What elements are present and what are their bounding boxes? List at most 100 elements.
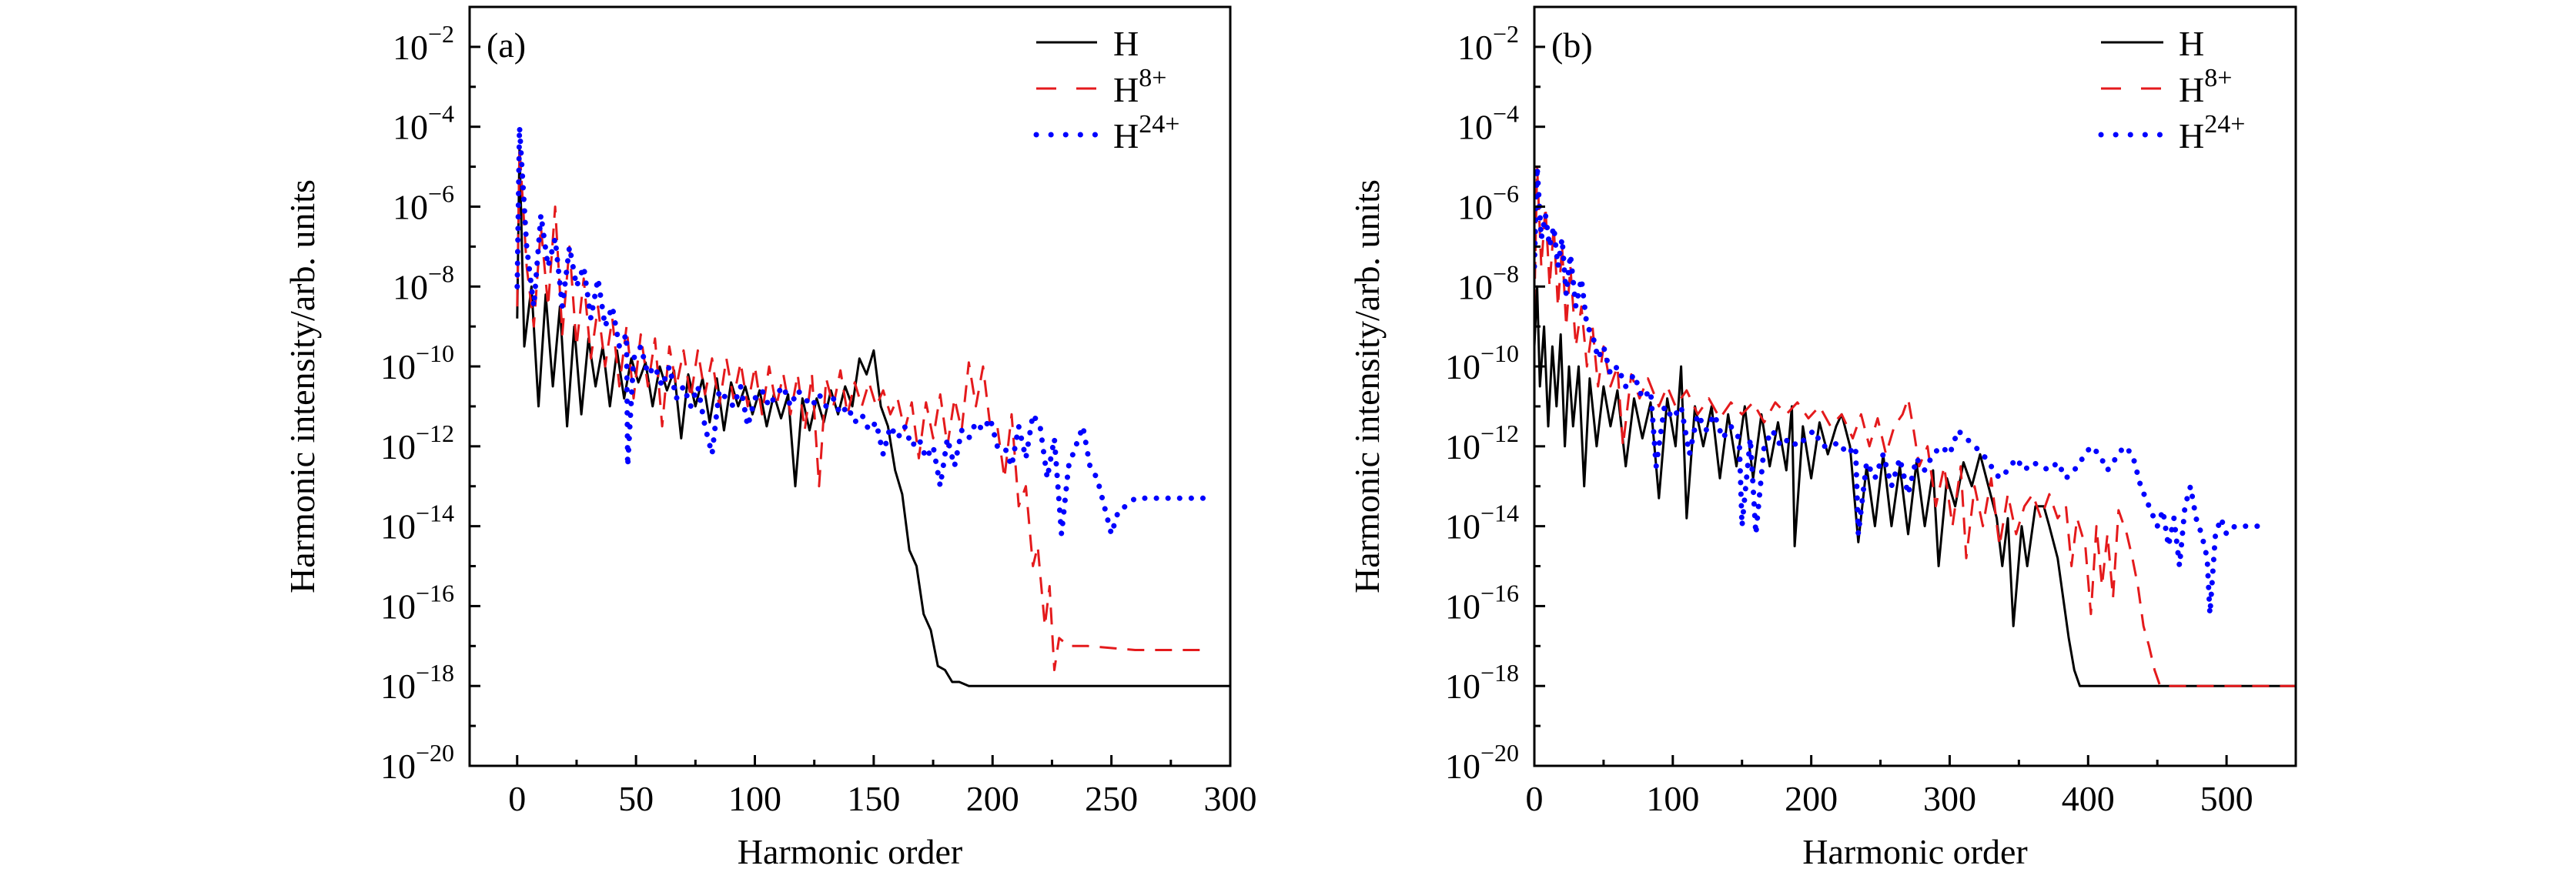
y-tick-base: 10: [393, 267, 428, 306]
series-line-h24plus: [514, 124, 1209, 537]
legend-label-superscript: 8+: [2204, 64, 2232, 92]
y-tick-label: 10−20: [1445, 739, 1519, 786]
x-tick-label: 100: [1646, 779, 1699, 818]
legend-label-superscript: 8+: [1139, 64, 1166, 92]
y-tick-base: 10: [1457, 187, 1493, 226]
y-tick-label: 10−14: [380, 500, 454, 546]
y-tick-exponent: −8: [1493, 259, 1519, 287]
y-tick-label: 10−14: [1445, 500, 1519, 546]
panel-b: 10−210−410−610−810−1010−1210−1410−1610−1…: [1347, 5, 2297, 871]
legend-label-base: H: [2179, 116, 2204, 155]
y-tick-label: 10−16: [380, 579, 454, 626]
x-tick-label: 0: [508, 779, 526, 818]
series-line-h8plus: [1534, 165, 2296, 687]
series-line-h: [1534, 285, 2296, 687]
series-line-h: [516, 145, 1230, 687]
plot-frame: [468, 5, 1232, 767]
panel-a: 10−210−410−610−810−1010−1210−1410−1610−1…: [283, 5, 1257, 871]
y-tick-label: 10−4: [1457, 100, 1519, 147]
legend-label: H24+: [2179, 110, 2245, 155]
y-tick-label: 10−2: [393, 20, 454, 67]
y-tick-exponent: −10: [1480, 339, 1519, 367]
legend-label-superscript: 24+: [1139, 110, 1179, 139]
series-group: [514, 124, 1230, 687]
legend-label: H8+: [1113, 64, 1166, 109]
y-tick-base: 10: [1457, 108, 1493, 147]
legend: HH8+H24+: [2098, 24, 2245, 155]
y-tick-label: 10−12: [1445, 419, 1519, 466]
series-line-h24plus: [1534, 164, 2271, 617]
legend-label: H24+: [1113, 110, 1179, 155]
y-tick-exponent: −18: [1480, 659, 1519, 687]
y-tick-exponent: −18: [416, 659, 454, 687]
y-tick-label: 10−18: [380, 659, 454, 706]
y-tick-base: 10: [1457, 267, 1493, 306]
y-tick-label: 10−16: [1445, 579, 1519, 626]
y-tick-base: 10: [1445, 427, 1480, 466]
y-tick-label: 10−2: [1457, 20, 1519, 67]
y-tick-label: 10−18: [1445, 659, 1519, 706]
y-tick-exponent: −14: [1480, 500, 1519, 527]
x-tick-label: 100: [728, 779, 781, 818]
x-tick-label: 400: [2062, 779, 2115, 818]
y-axis-label: Harmonic intensity/arb. units: [1347, 179, 1387, 593]
y-tick-base: 10: [380, 427, 416, 466]
y-tick-exponent: −20: [416, 739, 454, 767]
y-tick-label: 10−10: [1445, 339, 1519, 386]
legend-label-base: H: [2179, 24, 2204, 63]
x-tick-label: 50: [618, 779, 654, 818]
y-tick-exponent: −12: [416, 419, 454, 447]
legend: HH8+H24+: [1033, 24, 1179, 155]
y-tick-label: 10−12: [380, 419, 454, 466]
x-tick-label: 150: [847, 779, 900, 818]
legend-label-base: H: [2179, 70, 2204, 109]
legend-label-superscript: 24+: [2204, 110, 2245, 139]
legend-label-base: H: [1113, 24, 1139, 63]
y-tick-base: 10: [1445, 347, 1480, 386]
series-line-h8plus: [516, 145, 1207, 671]
y-tick-base: 10: [393, 108, 428, 147]
y-tick-label: 10−20: [380, 739, 454, 786]
y-tick-label: 10−8: [1457, 259, 1519, 306]
panel-label: (b): [1551, 25, 1593, 65]
panel-label: (a): [487, 25, 526, 65]
legend-label: H8+: [2179, 64, 2232, 109]
y-tick-exponent: −14: [416, 500, 454, 527]
y-tick-exponent: −6: [428, 179, 454, 207]
y-tick-base: 10: [380, 587, 416, 626]
y-tick-base: 10: [380, 507, 416, 546]
y-tick-base: 10: [393, 187, 428, 226]
y-tick-exponent: −4: [1493, 100, 1519, 128]
legend-label-base: H: [1113, 116, 1139, 155]
y-tick-label: 10−6: [393, 179, 454, 226]
plot-frame: [1533, 5, 2297, 767]
y-tick-exponent: −2: [428, 20, 454, 48]
y-axis-label: Harmonic intensity/arb. units: [283, 179, 322, 593]
y-tick-exponent: −16: [416, 579, 454, 607]
y-tick-base: 10: [1445, 587, 1480, 626]
y-tick-exponent: −12: [1480, 419, 1519, 447]
y-tick-exponent: −20: [1480, 739, 1519, 767]
x-tick-label: 500: [2200, 779, 2253, 818]
y-tick-exponent: −6: [1493, 179, 1519, 207]
series-group: [1534, 164, 2296, 687]
y-tick-base: 10: [1457, 28, 1493, 67]
y-tick-exponent: −2: [1493, 20, 1519, 48]
legend-label: H: [2179, 24, 2204, 63]
x-tick-label: 300: [1923, 779, 1976, 818]
x-tick-label: 0: [1526, 779, 1544, 818]
y-tick-exponent: −16: [1480, 579, 1519, 607]
y-tick-base: 10: [380, 747, 416, 786]
legend-label: H: [1113, 24, 1139, 63]
x-tick-label: 250: [1085, 779, 1138, 818]
y-tick-exponent: −10: [416, 339, 454, 367]
x-tick-label: 200: [1785, 779, 1838, 818]
x-axis-label: Harmonic order: [738, 832, 963, 871]
y-tick-base: 10: [1445, 507, 1480, 546]
y-tick-label: 10−4: [393, 100, 454, 147]
y-tick-label: 10−6: [1457, 179, 1519, 226]
legend-label-base: H: [1113, 70, 1139, 109]
y-tick-base: 10: [1445, 747, 1480, 786]
y-tick-label: 10−8: [393, 259, 454, 306]
